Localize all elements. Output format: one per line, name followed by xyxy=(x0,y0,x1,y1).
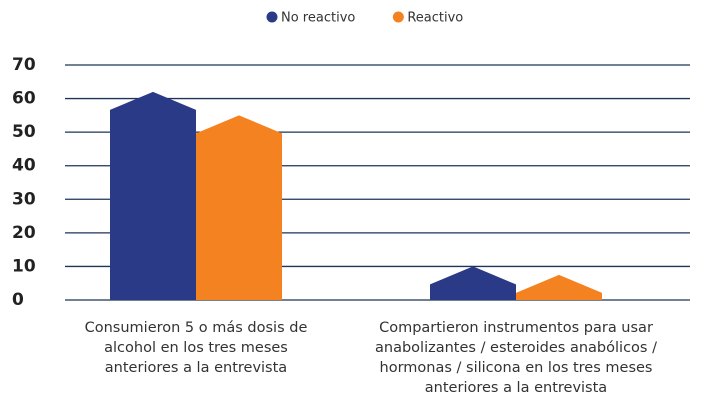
y-tick-label: 20 xyxy=(12,223,36,243)
y-tick-label: 30 xyxy=(12,189,36,209)
legend-label: Reactivo xyxy=(407,11,463,26)
legend-swatch xyxy=(266,11,278,23)
bar xyxy=(516,274,602,300)
legend-swatch xyxy=(392,11,404,23)
y-tick-label: 40 xyxy=(12,156,36,176)
legend-label: No reactivo xyxy=(281,11,355,26)
x-tick-label: Compartieron instrumentos para usar anab… xyxy=(375,320,657,396)
y-tick-label: 60 xyxy=(12,89,36,109)
x-tick-label: Consumieron 5 o más dosis de alcohol en … xyxy=(84,320,308,376)
y-tick-label: 50 xyxy=(12,122,36,142)
bar xyxy=(110,91,196,300)
y-tick-label: 70 xyxy=(12,55,36,75)
bar xyxy=(196,115,282,300)
bar xyxy=(430,266,516,300)
y-tick-label: 10 xyxy=(12,256,36,276)
y-tick-label: 0 xyxy=(12,290,24,310)
